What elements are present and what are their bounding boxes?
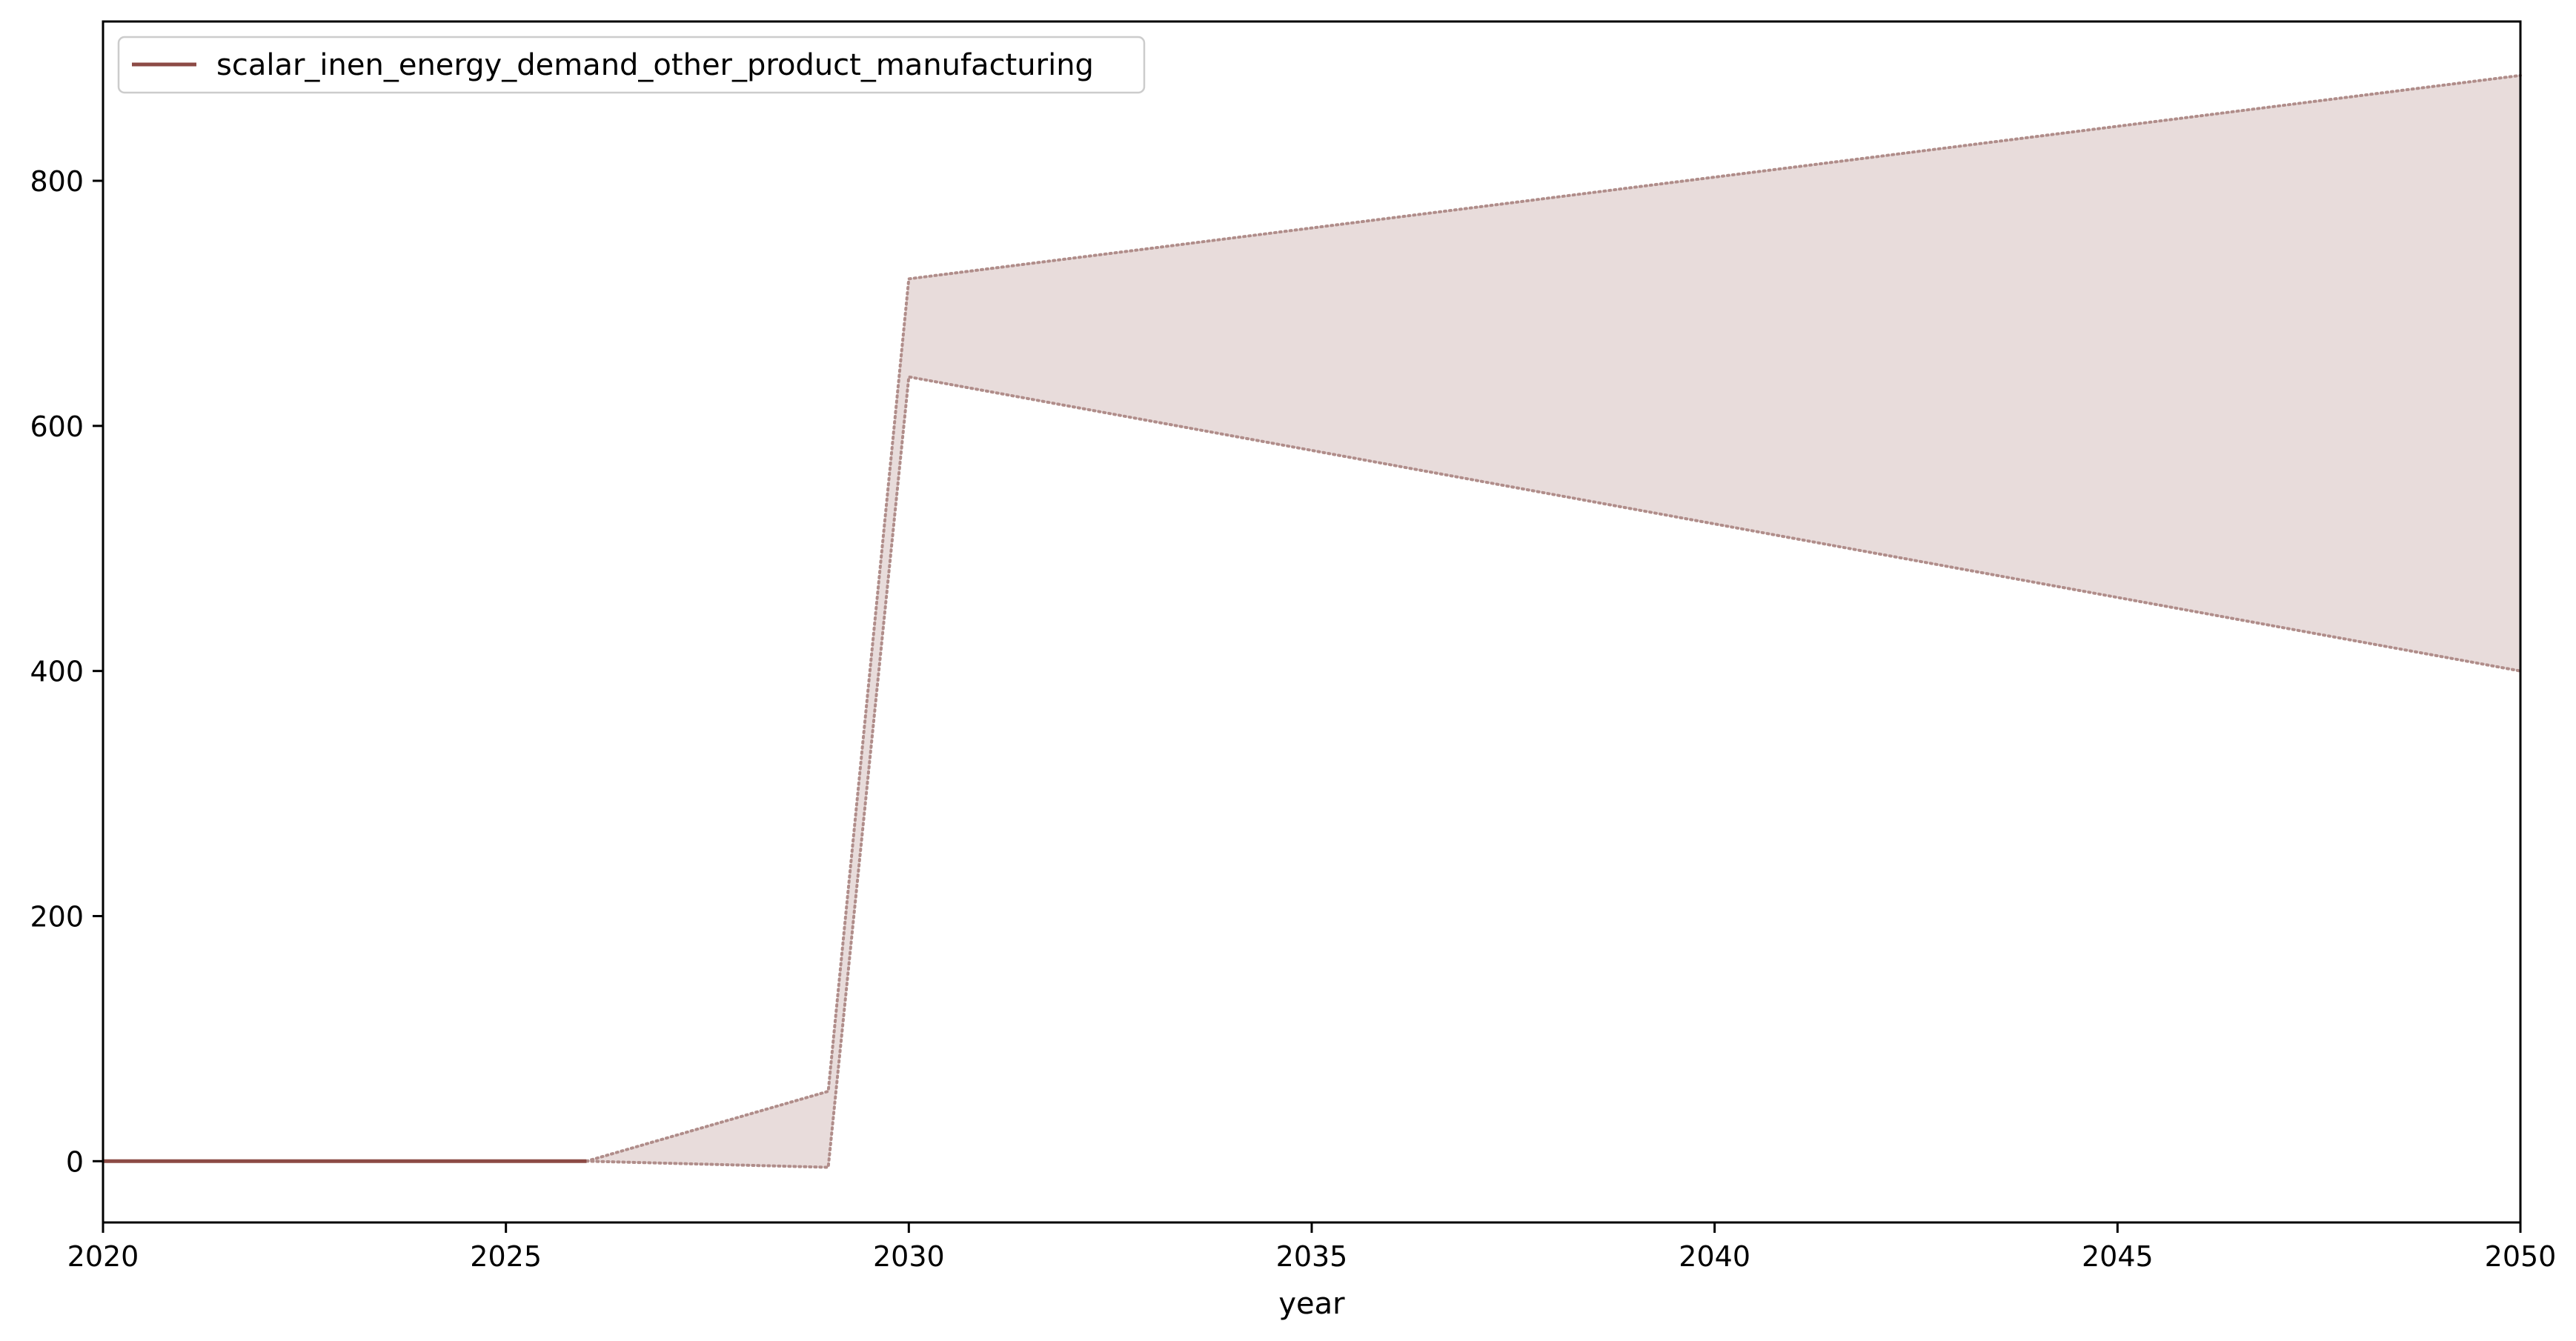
y-tick-label: 400 [30, 656, 84, 688]
y-tick-label: 800 [30, 165, 84, 198]
x-tick-label: 2045 [2082, 1240, 2154, 1273]
y-tick-label: 0 [66, 1145, 84, 1178]
legend-label: scalar_inen_energy_demand_other_product_… [216, 48, 1094, 82]
x-axis: 2020 2025 2030 2035 2040 2045 2050 [67, 1222, 2557, 1273]
legend: scalar_inen_energy_demand_other_product_… [117, 36, 1146, 94]
x-tick-label: 2040 [1679, 1240, 1750, 1273]
y-tick-label: 600 [30, 410, 84, 443]
y-tick-label: 200 [30, 900, 84, 933]
legend-box [117, 36, 1146, 94]
uncertainty-band [585, 73, 2522, 1169]
x-tick-label: 2020 [67, 1240, 139, 1273]
x-tick-label: 2050 [2485, 1240, 2557, 1273]
y-axis: 0 200 400 600 800 [30, 165, 103, 1178]
band-upper-edge [585, 73, 2522, 1163]
x-tick-label: 2030 [873, 1240, 945, 1273]
band-fill [586, 75, 2521, 1168]
band-lower-edge [585, 375, 2522, 1169]
x-axis-title: year [1278, 1287, 1345, 1321]
x-tick-label: 2035 [1276, 1240, 1348, 1273]
x-tick-label: 2025 [470, 1240, 542, 1273]
